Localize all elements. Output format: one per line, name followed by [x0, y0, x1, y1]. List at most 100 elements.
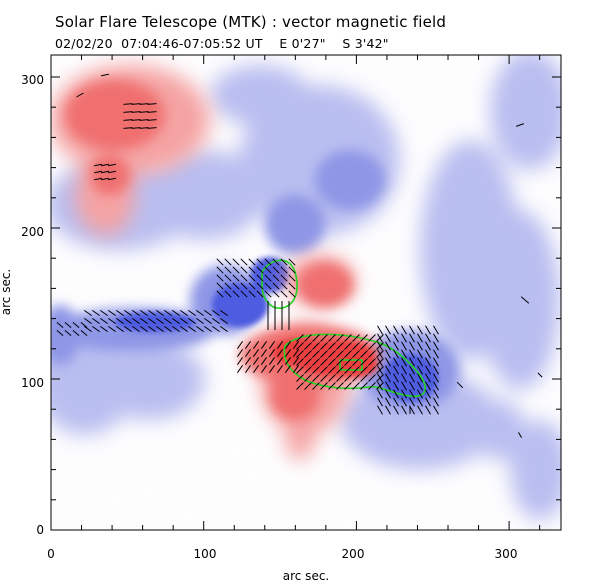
field-vector — [409, 357, 415, 367]
field-vector — [216, 274, 224, 282]
field-vector — [385, 349, 391, 359]
field-vector — [156, 325, 164, 333]
field-vector — [56, 330, 64, 336]
field-vector — [385, 325, 391, 335]
field-vector — [72, 330, 80, 336]
field-vector — [280, 274, 288, 282]
field-vector — [328, 342, 336, 350]
field-vector — [312, 342, 320, 350]
field-vector — [385, 333, 391, 343]
field-vector — [252, 341, 260, 349]
field-vector — [344, 350, 352, 358]
field-vector — [328, 334, 336, 342]
field-vector — [123, 119, 133, 121]
field-vector — [240, 282, 248, 290]
field-vector — [124, 325, 132, 333]
field-vector — [417, 357, 423, 367]
field-vector — [368, 342, 376, 350]
field-vector — [232, 290, 240, 298]
plot-frame — [50, 54, 562, 531]
field-vector — [80, 322, 88, 328]
field-vector — [425, 405, 431, 415]
field-vector — [377, 397, 383, 407]
field-vector — [172, 309, 180, 317]
field-vector — [84, 317, 92, 325]
field-vector — [425, 381, 431, 391]
field-vector — [433, 357, 439, 367]
field-vector — [520, 296, 530, 304]
field-vector — [401, 357, 407, 367]
field-vector — [393, 373, 399, 383]
field-vector — [94, 170, 102, 174]
field-vector — [336, 382, 344, 390]
field-vector — [123, 127, 133, 129]
field-vector — [264, 274, 272, 282]
field-vector — [196, 325, 204, 333]
observation-date: 02/02/20 — [55, 36, 113, 51]
field-vector — [304, 350, 312, 358]
field-vector — [417, 381, 423, 391]
field-vector — [352, 334, 360, 342]
axis-ticks — [50, 55, 561, 531]
field-vector — [385, 397, 391, 407]
field-vector — [164, 325, 172, 333]
field-vector — [385, 365, 391, 375]
field-vector — [328, 350, 336, 358]
field-vector — [352, 374, 360, 382]
field-vector — [304, 382, 312, 390]
field-vector — [320, 334, 328, 342]
field-vector — [433, 397, 439, 407]
field-vector — [139, 127, 149, 129]
field-vector — [252, 357, 260, 365]
field-vector — [116, 325, 124, 333]
field-vector — [417, 373, 423, 383]
field-vector — [425, 397, 431, 407]
field-vector — [393, 381, 399, 391]
field-vector — [401, 389, 407, 399]
field-vector — [172, 325, 180, 333]
field-vector — [288, 274, 296, 282]
field-vector — [131, 103, 141, 105]
field-vector — [368, 350, 376, 358]
field-vector — [296, 342, 304, 350]
field-vector — [312, 366, 320, 374]
field-vector — [100, 317, 108, 325]
field-vector — [132, 325, 140, 333]
field-vector — [216, 266, 224, 274]
field-vector — [433, 365, 439, 375]
field-vector — [328, 382, 336, 390]
field-vector — [180, 309, 188, 317]
field-vector — [296, 350, 304, 358]
field-vector — [64, 330, 72, 336]
field-vector — [172, 317, 180, 325]
field-vector — [433, 405, 439, 415]
x-tick-label: 100 — [194, 547, 217, 561]
field-vector — [140, 325, 148, 333]
x-tick-label: 0 — [47, 547, 55, 561]
field-vector — [147, 119, 157, 121]
field-vector — [409, 333, 415, 343]
field-vector — [409, 365, 415, 375]
field-vector — [94, 177, 102, 181]
field-vector — [204, 309, 212, 317]
field-vector — [360, 342, 368, 350]
field-vector — [80, 330, 88, 336]
field-vector — [140, 317, 148, 325]
field-vector — [292, 341, 300, 349]
field-vector — [377, 389, 383, 399]
field-vector — [147, 127, 157, 129]
field-vector — [188, 317, 196, 325]
field-vector — [304, 366, 312, 374]
field-vector — [268, 349, 276, 357]
field-vector — [393, 397, 399, 407]
field-vector — [212, 309, 220, 317]
field-vector — [232, 258, 240, 266]
field-vector — [377, 381, 383, 391]
field-vector — [123, 103, 133, 105]
field-vector — [56, 322, 64, 328]
field-vector — [280, 290, 288, 298]
field-vector — [393, 357, 399, 367]
position-east-west: E 0'27" — [279, 36, 326, 51]
field-vector — [304, 358, 312, 366]
